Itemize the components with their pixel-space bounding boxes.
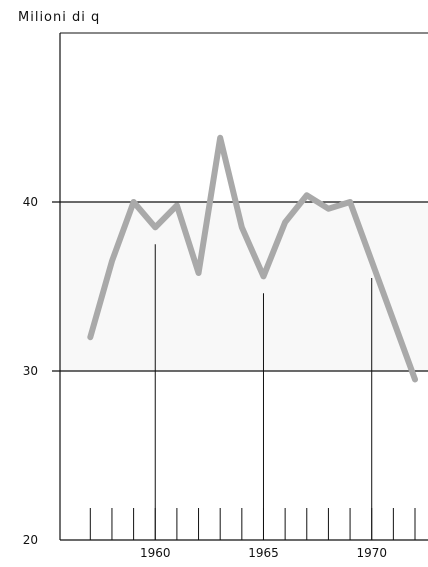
data-point-1967	[304, 192, 310, 198]
y-tick-label-30: 30	[23, 364, 38, 378]
data-point-1970	[369, 258, 375, 264]
data-point-1959	[131, 199, 137, 205]
data-point-1965	[260, 273, 266, 279]
y-tick-label-20: 20	[23, 533, 38, 547]
data-point-1958	[109, 258, 115, 264]
data-point-1964	[239, 224, 245, 230]
series-line	[87, 134, 419, 383]
x-tick-label-1970: 1970	[356, 546, 387, 560]
y-tick-label-40: 40	[23, 195, 38, 209]
data-point-1957	[87, 334, 93, 340]
x-tick-label-1965: 1965	[248, 546, 279, 560]
upper-band	[60, 33, 428, 202]
data-point-1968	[325, 206, 331, 212]
data-point-1969	[347, 199, 353, 205]
data-point-1960	[152, 224, 158, 230]
data-point-1962	[196, 270, 202, 276]
data-point-1963	[217, 135, 223, 141]
y-axis-label: Milioni di q	[18, 10, 101, 25]
data-point-1972	[412, 376, 418, 382]
data-point-1961	[174, 202, 180, 208]
x-tick-label-1960: 1960	[140, 546, 171, 560]
data-point-1966	[282, 219, 288, 225]
data-point-1971	[390, 317, 396, 323]
